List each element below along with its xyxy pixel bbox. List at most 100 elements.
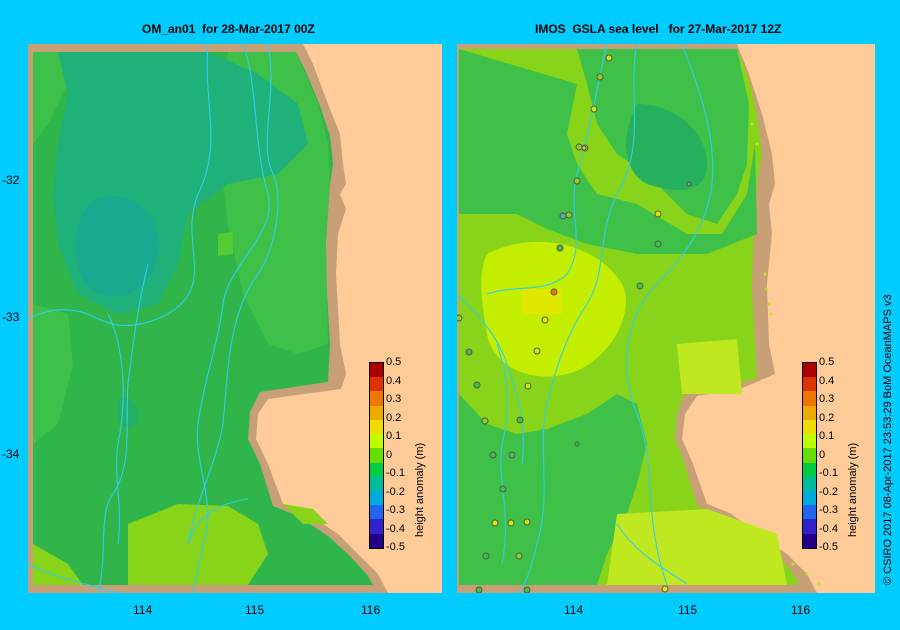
obs-point: [524, 382, 532, 390]
obs-point: [565, 211, 573, 219]
obs-point: [508, 451, 516, 459]
colorbar-tick-label: -0.5: [386, 541, 405, 553]
obs-point: [550, 288, 558, 296]
obs-point: [581, 145, 587, 151]
green-spot: [218, 232, 233, 256]
colorbar-segment: [370, 519, 383, 534]
colorbar-segment: [803, 391, 816, 406]
obs-point: [573, 177, 581, 185]
colorbar-segment: [803, 363, 816, 378]
colorbar-segment: [803, 490, 816, 506]
colorbar-segment: [370, 363, 383, 378]
obs-point: [541, 316, 549, 324]
obs-point: [523, 518, 531, 526]
colorbar-segment: [370, 419, 383, 435]
obs-point: [457, 314, 463, 322]
colorbar-tick-label: 0.1: [819, 430, 835, 442]
colorbar-tick-label: 0: [386, 448, 393, 461]
colorbar-tick-label: 0.4: [386, 374, 402, 387]
current-lines: [457, 44, 714, 593]
colorbar-tick-label: -0.2: [819, 485, 838, 498]
teal-region: [75, 196, 158, 297]
green-region: [33, 52, 88, 144]
colorbar-tick-label: 0.3: [386, 393, 402, 405]
yellowgreen-region: [283, 504, 328, 524]
coastal-dots: [703, 122, 821, 586]
current-lines: [28, 44, 279, 593]
lat-label: -33: [2, 310, 20, 324]
colorbar-tick-label: -0.3: [819, 504, 838, 516]
colorbar-tick-label: 0.2: [819, 411, 835, 424]
colorbar-tick-label: -0.4: [386, 522, 405, 535]
colorbar-segment: [803, 434, 816, 449]
colorbar-segment: [803, 519, 816, 534]
lon-label: 114: [564, 603, 584, 617]
obs-point: [515, 552, 523, 560]
colorbar-strip: [802, 362, 817, 549]
obs-point: [473, 381, 481, 389]
green-region: [33, 304, 73, 444]
colorbar-segment: [803, 405, 816, 420]
obs-point: [654, 240, 662, 248]
left-panel-title: OM_an01 for 28-Mar-2017 00Z: [142, 22, 315, 36]
colorbar-tick-label: 0.5: [819, 356, 835, 368]
obs-point: [686, 181, 692, 187]
obs-point: [559, 212, 567, 220]
lon-label: 114: [133, 603, 153, 617]
lon-label: 116: [791, 603, 811, 617]
obs-point: [516, 416, 524, 424]
colorbar-segment: [803, 533, 816, 548]
colorbar-tick-label: -0.3: [386, 504, 405, 516]
colorbar-segment: [803, 505, 816, 520]
right-map-panel: [457, 44, 875, 593]
obs-point: [482, 552, 490, 560]
colorbar-segment: [370, 505, 383, 520]
obs-point: [575, 143, 583, 151]
colorbar-tick-label: -0.5: [819, 541, 838, 553]
lon-label: 115: [245, 603, 265, 617]
left-map-svg: [28, 44, 388, 593]
lon-label: 116: [361, 603, 381, 617]
obs-point: [596, 73, 604, 81]
colorbar-title: height anomaly (m): [414, 442, 426, 537]
yellow-region: [522, 289, 562, 314]
colorbar-segment: [370, 405, 383, 420]
obs-point: [507, 519, 515, 527]
yellowgreen-region: [33, 544, 83, 585]
right-map-svg: [457, 44, 821, 593]
colorbar-segment: [803, 448, 816, 463]
colorbar-title: height anomaly (m): [847, 442, 859, 537]
colorbar-segment: [370, 476, 383, 491]
colorbar-tick-label: -0.4: [819, 522, 838, 535]
credit-text: © CSIRO 2017 08-Apr-2017 23:53:29 BoM Oc…: [882, 294, 894, 585]
colorbar-tick-label: -0.1: [386, 467, 405, 479]
obs-point: [556, 244, 564, 252]
colorbar-segment: [370, 490, 383, 506]
right-panel-title: IMOS GSLA sea level for 27-Mar-2017 12Z: [535, 22, 782, 36]
colorbar-segment: [803, 462, 816, 477]
obs-point: [574, 441, 580, 447]
colorbar-tick-label: 0.2: [386, 411, 402, 424]
obs-point: [605, 54, 613, 62]
colorbar-segment: [803, 476, 816, 491]
obs-point: [475, 586, 483, 593]
colorbar-tick-label: 0.1: [386, 430, 402, 442]
obs-point: [499, 485, 507, 493]
colorbar-segment: [370, 448, 383, 463]
left-map-panel: [28, 44, 442, 593]
yellowgreen-region: [128, 504, 268, 585]
colorbar-segment: [370, 462, 383, 477]
colorbar-tick-label: 0.3: [819, 393, 835, 405]
teal-region: [626, 104, 707, 190]
observation-points: [457, 54, 692, 593]
colorbar-segment: [803, 377, 816, 392]
green-region: [459, 104, 757, 254]
colorbar-segment: [370, 434, 383, 449]
colorbar-tick-label: -0.2: [386, 485, 405, 498]
obs-point: [636, 282, 644, 290]
lat-label: -32: [2, 173, 20, 187]
obs-point: [523, 586, 531, 593]
yellowgreen-region: [607, 509, 787, 585]
colorbar-tick-label: 0.4: [819, 374, 835, 387]
obs-point: [491, 519, 499, 527]
